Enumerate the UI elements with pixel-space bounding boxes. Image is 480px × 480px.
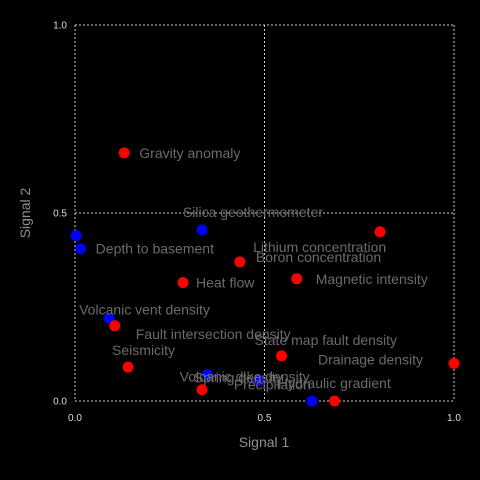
- point-label: Spring density: [194, 370, 283, 386]
- y-tick-label: 0.5: [53, 209, 67, 220]
- point-label: Silica geothermometer: [183, 204, 323, 220]
- data-point-blue: [70, 230, 82, 242]
- point-label: Depth to basement: [96, 241, 214, 257]
- point-label: Seismicity: [112, 342, 175, 358]
- point-label: Heat flow: [196, 275, 255, 291]
- data-point-blue: [196, 224, 208, 236]
- point-label: Magnetic intensity: [316, 271, 428, 287]
- y-tick-label: 0.0: [53, 397, 67, 408]
- point-label: Gravity anomaly: [139, 145, 240, 161]
- data-point-blue: [202, 369, 214, 381]
- data-point-blue: [253, 374, 265, 386]
- point-labels: Gravity anomaly Silica geothermometer Dept…: [79, 145, 428, 392]
- data-point-red: [122, 361, 134, 373]
- point-label: Fault intersection density: [136, 326, 291, 342]
- data-point-red: [234, 256, 246, 268]
- x-axis-title: Signal 1: [239, 434, 290, 450]
- grid: [75, 24, 455, 401]
- tick-labels: 0.0 0.5 1.0 0.0 0.5 1.0: [53, 21, 461, 425]
- data-point-red: [374, 226, 386, 238]
- plot-frame: [74, 25, 454, 402]
- data-point-red: [329, 395, 341, 407]
- data-point-blue: [103, 312, 115, 324]
- data-point-red: [118, 147, 130, 159]
- data-point-red: [109, 320, 121, 332]
- data-point-blue: [306, 395, 318, 407]
- data-points: [70, 147, 460, 407]
- data-point-red: [177, 277, 189, 289]
- data-point-blue: [75, 243, 87, 255]
- y-tick-label: 1.0: [53, 21, 67, 32]
- point-label: Hydraulic gradient: [278, 375, 391, 391]
- point-label: Volcanic dike density: [180, 369, 310, 385]
- point-label: State map fault density: [255, 332, 397, 348]
- x-tick-label: 1.0: [447, 413, 461, 424]
- point-label: Precipitation: [234, 376, 311, 392]
- data-point-red: [196, 384, 208, 396]
- x-tick-label: 0.5: [258, 413, 272, 424]
- data-point-red: [291, 273, 303, 285]
- x-tick-label: 0.0: [68, 413, 82, 424]
- data-point-red: [276, 350, 288, 362]
- point-label: Volcanic vent density: [79, 301, 210, 317]
- point-label: Drainage density: [318, 351, 423, 367]
- point-label: Boron concentration: [256, 249, 381, 265]
- point-label: Lithium concentration: [253, 239, 386, 255]
- data-point-red: [448, 357, 460, 369]
- y-axis-title: Signal 2: [17, 187, 33, 238]
